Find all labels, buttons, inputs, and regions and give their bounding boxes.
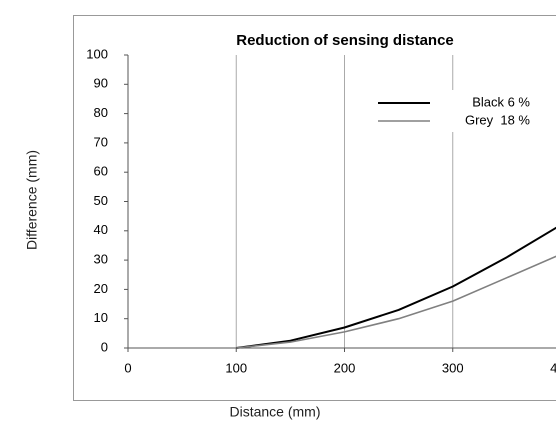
legend-label: Grey 18 %: [465, 112, 530, 127]
data-line: [236, 226, 556, 349]
x-axis-label: Distance (mm): [229, 404, 320, 420]
chart-title: Reduction of sensing distance: [236, 32, 454, 49]
legend-box: [360, 90, 556, 132]
chart-frame: [73, 15, 556, 401]
x-tick-label: 100: [225, 360, 247, 375]
y-tick-label: 60: [94, 164, 108, 179]
y-tick-label: 80: [94, 105, 108, 120]
y-tick-label: 90: [94, 76, 108, 91]
x-tick-label: 0: [124, 360, 131, 375]
y-tick-label: 100: [86, 46, 108, 61]
y-tick-label: 0: [101, 339, 108, 354]
x-tick-label: 300: [442, 360, 464, 375]
data-line: [236, 255, 556, 349]
y-tick-label: 10: [94, 310, 108, 325]
y-axis-label: Difference (mm): [24, 150, 40, 250]
x-tick-label: 200: [334, 360, 356, 375]
legend-label: Black 6 %: [472, 94, 530, 109]
y-tick-label: 20: [94, 281, 108, 296]
y-tick-label: 50: [94, 193, 108, 208]
x-tick-label: 400: [550, 360, 556, 375]
y-tick-label: 40: [94, 222, 108, 237]
y-tick-label: 70: [94, 134, 108, 149]
y-tick-label: 30: [94, 252, 108, 267]
